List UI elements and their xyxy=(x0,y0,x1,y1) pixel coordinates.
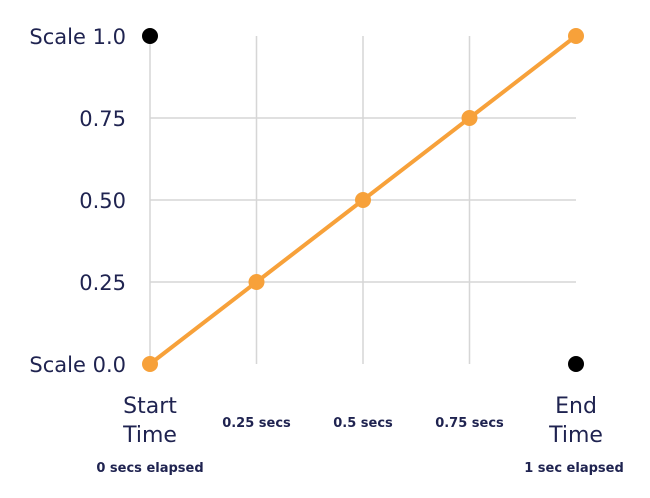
y-tick-label-2: 0.50 xyxy=(79,189,126,213)
start-label-line1: Start xyxy=(123,394,177,419)
start-label-line2: Time xyxy=(122,423,177,448)
y-tick-label-1: 0.75 xyxy=(79,107,126,131)
axis-labels: Scale 1.0 0.75 0.50 0.25 Scale 0.0 0.25 secs 0… xyxy=(29,25,623,476)
data-point-2 xyxy=(355,192,371,208)
y-tick-label-0: Scale 1.0 xyxy=(29,25,126,49)
series xyxy=(142,28,584,372)
data-point-3 xyxy=(461,110,478,126)
start-sub-label: 0 secs elapsed xyxy=(96,461,203,476)
data-point-1 xyxy=(248,274,265,290)
corner-marker-0 xyxy=(142,28,158,44)
x-tick-label-2: 0.75 secs xyxy=(435,416,504,431)
x-tick-label-0: 0.25 secs xyxy=(222,416,291,431)
end-label-line2: Time xyxy=(548,423,603,448)
data-point-0 xyxy=(142,356,158,372)
end-sub-label: 1 sec elapsed xyxy=(524,461,624,476)
end-label-line1: End xyxy=(555,394,597,419)
y-tick-label-3: 0.25 xyxy=(79,271,126,295)
y-tick-label-4: Scale 0.0 xyxy=(29,353,126,377)
corner-marker-1 xyxy=(568,356,584,372)
data-point-4 xyxy=(568,28,584,44)
x-tick-label-1: 0.5 secs xyxy=(333,416,393,431)
